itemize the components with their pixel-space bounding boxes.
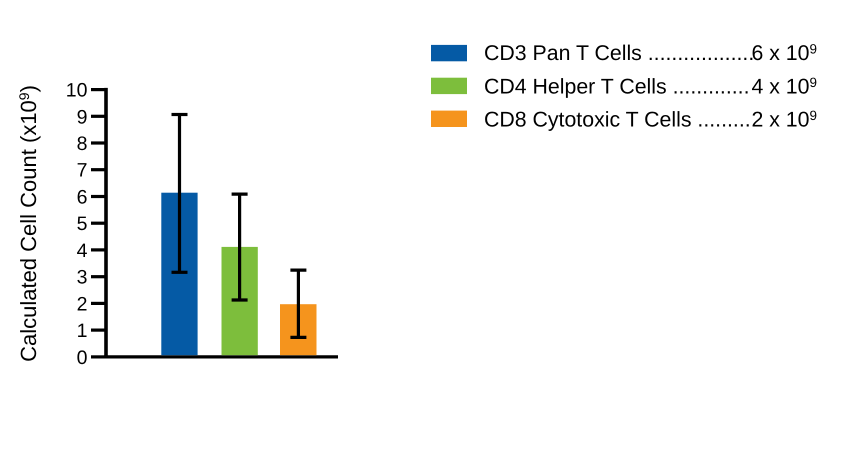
svg-text:1: 1 [77,320,88,342]
svg-text:8: 8 [77,133,88,155]
svg-text:6: 6 [77,187,88,209]
svg-text:Calculated Cell Count (x109): Calculated Cell Count (x109) [16,85,41,362]
svg-text:CD8 Cytotoxic T Cells ........: CD8 Cytotoxic T Cells ......... [484,107,751,131]
svg-text:5: 5 [77,213,88,235]
svg-text:0: 0 [77,347,88,369]
svg-text:4 x 109: 4 x 109 [751,74,817,98]
svg-text:4: 4 [77,240,88,262]
svg-text:CD4 Helper T Cells ...........: CD4 Helper T Cells ............. [484,74,750,98]
svg-text:6 x 109: 6 x 109 [751,41,817,65]
svg-text:2 x 109: 2 x 109 [751,107,817,131]
svg-text:7: 7 [77,160,88,182]
svg-text:2: 2 [77,293,88,315]
svg-text:10: 10 [66,80,88,102]
svg-text:9: 9 [77,106,88,128]
svg-text:3: 3 [77,267,88,289]
svg-text:CD3 Pan T Cells ..............: CD3 Pan T Cells .................. [484,41,754,65]
